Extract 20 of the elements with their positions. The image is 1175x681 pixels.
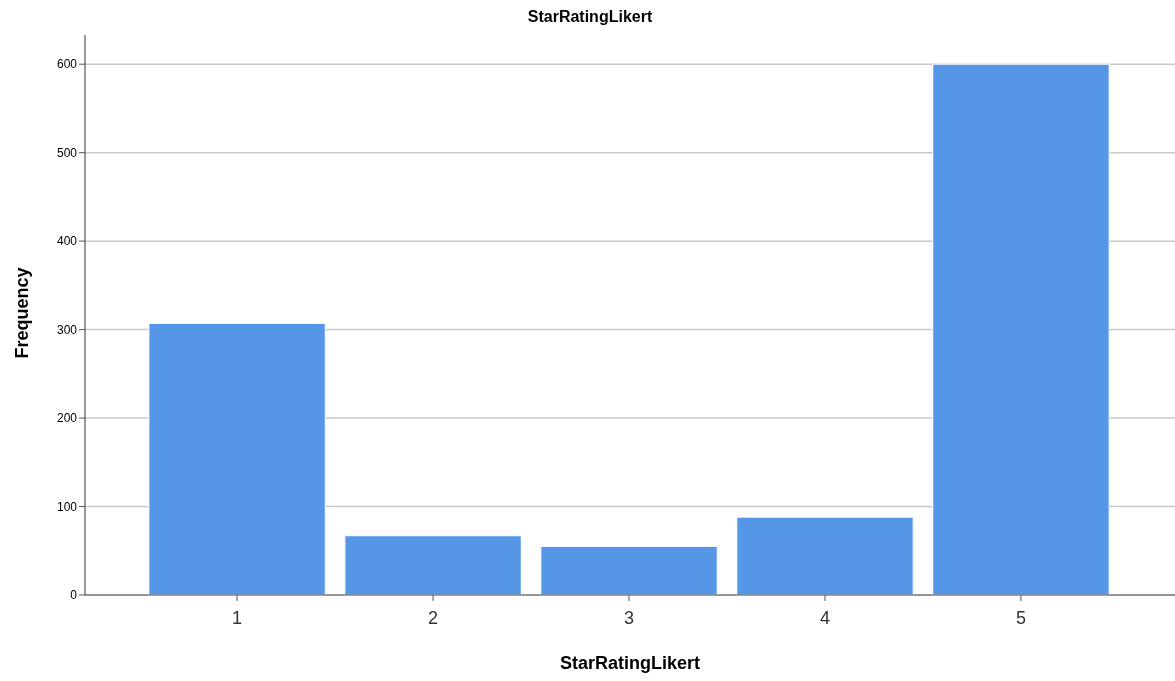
- bar: [344, 535, 522, 596]
- x-axis-title: StarRatingLikert: [559, 653, 701, 673]
- x-tick-label: 4: [819, 608, 830, 628]
- x-tick-label: 1: [232, 608, 243, 628]
- y-tick-label: 400: [56, 234, 78, 249]
- bar: [148, 322, 326, 596]
- bar: [736, 516, 914, 596]
- y-axis-title: Frequency: [12, 267, 32, 359]
- y-tick-label: 100: [56, 499, 78, 514]
- y-tick-label: 200: [56, 411, 78, 426]
- y-tick-label: 0: [70, 588, 78, 603]
- chart-title: StarRatingLikert: [527, 8, 653, 25]
- x-tick-label: 5: [1015, 608, 1026, 628]
- bar: [932, 63, 1110, 596]
- x-tick-label: 2: [428, 608, 439, 628]
- y-tick-label: 300: [56, 322, 78, 337]
- bar: [540, 545, 718, 596]
- x-tick-label: 3: [624, 608, 635, 628]
- y-tick-label: 500: [56, 145, 78, 160]
- y-tick-label: 600: [56, 57, 78, 72]
